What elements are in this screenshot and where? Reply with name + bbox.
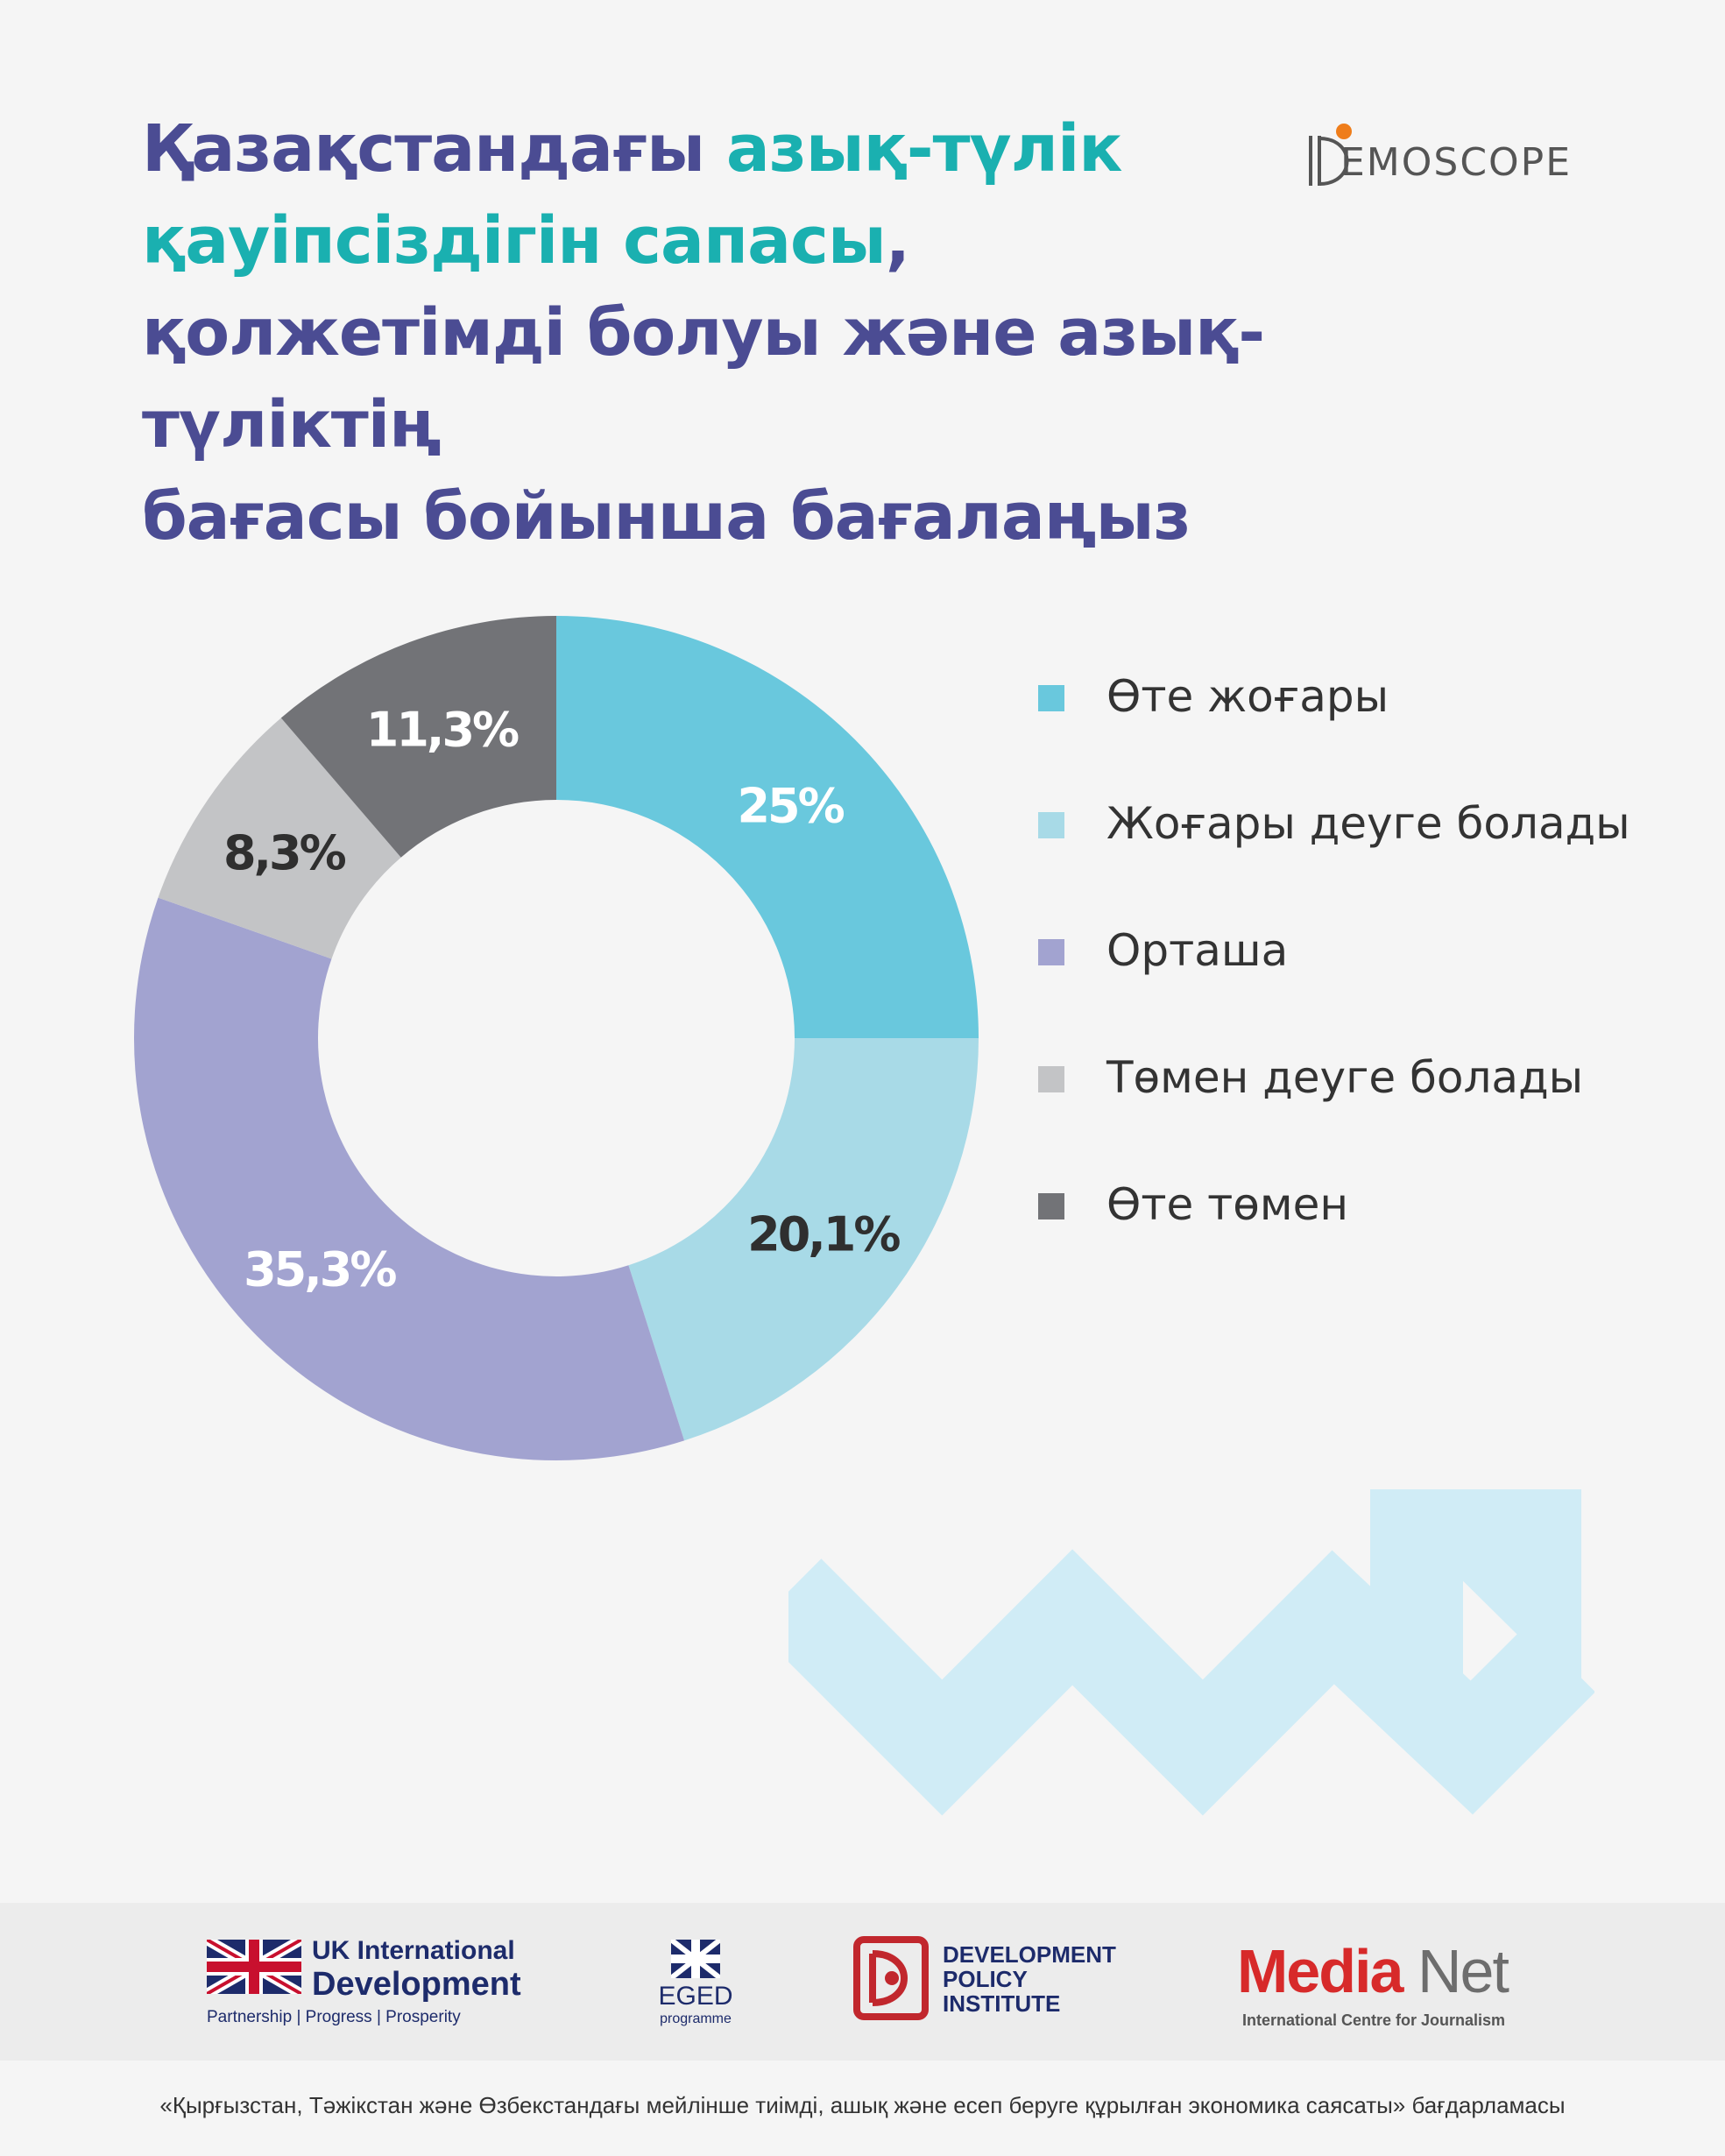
medianet-word-net: Net [1417,1937,1509,2005]
title-accent-2: қауіпсіздігін сапасы [142,203,887,279]
dpi-line-2: POLICY [943,1966,1028,1992]
uk-international-development-logo: UK International Development Partnership… [207,1936,540,2032]
dpi-line-3: INSTITUTE [943,1990,1061,2017]
donut-slice-1 [628,1038,979,1441]
eged-subtitle: programme [660,2011,732,2026]
arrow-head-body [1370,1489,1581,1698]
donut-slice-0 [556,616,979,1038]
uk-logo-tagline: Partnership | Progress | Prosperity [207,2008,461,2026]
title-accent-1: азық-түлік [725,111,1123,187]
eged-title: EGED [658,1982,733,2011]
medianet-word-media: Media [1237,1937,1403,2005]
program-caption: «Қырғызстан, Тәжікстан және Өзбекстандағ… [159,2092,1566,2118]
legend-swatch-3 [1038,1066,1064,1092]
title-line-1: Қазақстандағы азық-түлік [142,111,1123,187]
donut-slice-label-0: 25% [737,778,844,833]
legend-swatch-4 [1038,1193,1064,1219]
legend-label-4: Өте төмен [1106,1179,1349,1230]
legend-label-0: Өте жоғары [1106,671,1389,722]
medianet-logo: Media Net International Centre for Journ… [1237,1936,1526,2032]
title-line-3: қолжетімді болуы және азық-түліктің [142,295,1265,463]
eged-logo: EGED programme [652,1936,739,2032]
donut-slice-4 [280,616,556,858]
uk-logo-line-1: UK International [312,1936,515,1965]
development-policy-institute-logo: DEVELOPMENT POLICY INSTITUTE [853,1936,1142,2032]
donut-slice-label-4: 11,3% [366,703,519,758]
donut-chart: 25% 20,1% 35,3% 8,3% 11,3% [133,616,979,1460]
donut-slice-label-2: 35,3% [244,1241,396,1297]
donut-slice-3 [158,717,401,959]
demoscope-logo-text: EMOSCOPE [1340,140,1573,185]
page-title: Қазақстандағы азық-түлік қауіпсіздігін с… [142,103,1456,563]
legend-label-2: Орташа [1106,925,1289,976]
legend-label-1: Жоғары деуге болады [1106,798,1630,849]
demoscope-logo: EMOSCOPE [1304,105,1593,193]
title-line-4: бағасы бойынша бағалаңыз [142,479,1191,555]
zigzag-line [788,1549,1594,1816]
donut-slice-label-1: 20,1% [747,1207,900,1262]
legend-label-3: Төмен деуге болады [1106,1052,1584,1103]
legend-swatch-0 [1038,685,1064,711]
uk-logo-line-2: Development [312,1966,521,2003]
zigzag-arrow-icon [788,1489,1594,1816]
title-line-2: қауіпсіздігін сапасы, [142,203,910,279]
medianet-subtitle: International Centre for Journalism [1242,2011,1506,2029]
union-jack-icon [207,1940,301,1994]
dpi-mark-icon [853,1936,929,2020]
demoscope-mark-icon [1309,124,1352,186]
legend-swatch-2 [1038,939,1064,965]
donut-slice-label-3: 8,3% [223,825,346,880]
donut-slice-2 [133,897,685,1460]
eged-flag-icon [671,1940,720,1978]
legend-swatch-1 [1038,812,1064,838]
dpi-line-1: DEVELOPMENT [943,1941,1116,1968]
